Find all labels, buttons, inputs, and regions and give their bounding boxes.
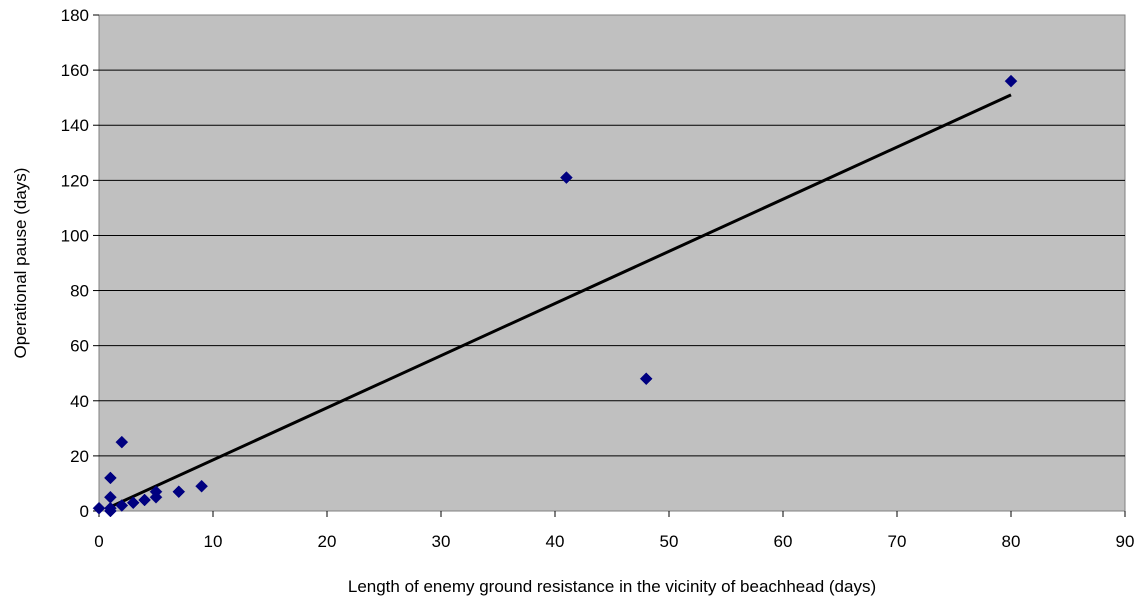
- x-tick-label: 40: [546, 532, 565, 551]
- plot-area: [98, 14, 1126, 512]
- x-tick-label: 30: [432, 532, 451, 551]
- data-point: [138, 493, 151, 507]
- data-point: [1004, 74, 1018, 88]
- trendline: [109, 93, 1012, 509]
- x-tick-label: 90: [1116, 532, 1135, 551]
- x-axis-ticks: 0 10 20 30 40 50 60 70 80 90: [94, 511, 1134, 551]
- y-tick-label: 0: [80, 502, 89, 521]
- data-point: [104, 490, 117, 504]
- data-point: [149, 485, 163, 499]
- x-tick-label: 50: [660, 532, 679, 551]
- data-point: [115, 435, 129, 449]
- y-tick-label: 60: [70, 337, 89, 356]
- y-tick-label: 80: [70, 282, 89, 301]
- data-points: [92, 74, 1018, 518]
- x-tick-label: 70: [888, 532, 907, 551]
- x-tick-label: 60: [774, 532, 793, 551]
- data-point: [104, 471, 117, 485]
- data-point: [126, 496, 140, 510]
- x-tick-label: 10: [204, 532, 223, 551]
- x-tick-label: 0: [94, 532, 103, 551]
- y-axis-title: Operational pause (days): [11, 168, 30, 359]
- y-tick-label: 140: [61, 116, 89, 135]
- data-point: [639, 372, 653, 386]
- data-point: [172, 485, 186, 499]
- x-tick-label: 80: [1002, 532, 1021, 551]
- y-tick-label: 40: [70, 392, 89, 411]
- x-tick-label: 20: [318, 532, 337, 551]
- data-point: [92, 501, 106, 515]
- gridlines: [99, 69, 1125, 457]
- y-tick-label: 120: [61, 171, 89, 190]
- data-point: [560, 171, 573, 184]
- y-tick-label: 20: [70, 447, 89, 466]
- data-point: [115, 499, 129, 512]
- y-tick-label: 100: [61, 226, 89, 245]
- y-axis-ticks: 0 20 40 60 80 100 120 140 160 180: [61, 6, 99, 521]
- data-point: [195, 479, 208, 493]
- data-point: [104, 501, 117, 515]
- y-tick-label: 180: [61, 6, 89, 25]
- x-axis-title: Length of enemy ground resistance in the…: [348, 577, 876, 596]
- y-tick-label: 160: [61, 61, 89, 80]
